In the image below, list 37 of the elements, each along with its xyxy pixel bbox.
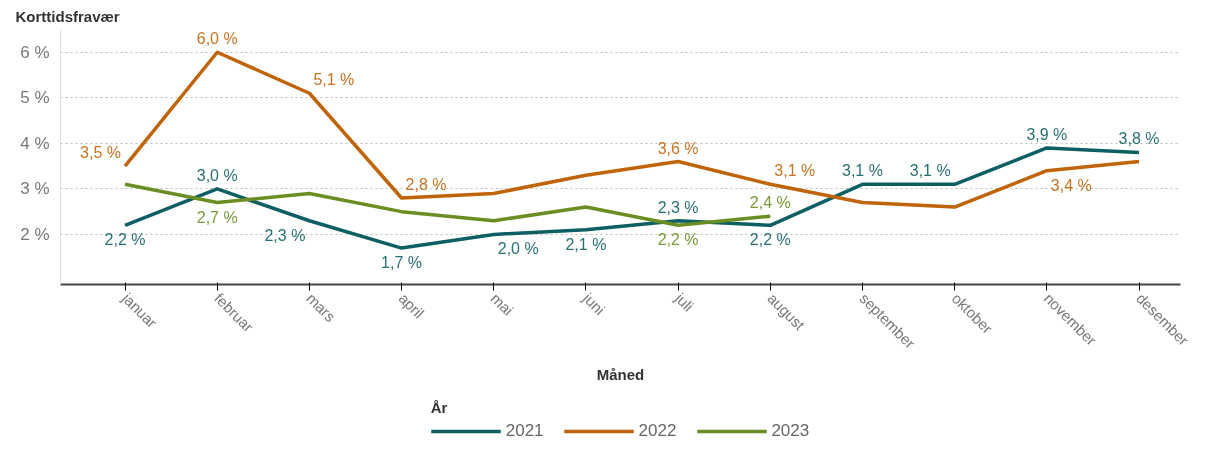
y-tick-label: 5 % <box>20 88 50 108</box>
y-tick-label: 2 % <box>20 224 50 244</box>
data-label: 2,0 % <box>497 240 539 258</box>
legend-label: 2021 <box>505 421 544 441</box>
data-label: 2,2 % <box>104 231 146 249</box>
data-label: 3,1 % <box>842 162 883 180</box>
data-label: 2,7 % <box>196 208 238 226</box>
legend-title: År <box>430 399 449 416</box>
data-label: 5,1 % <box>313 71 355 89</box>
data-label: 3,1 % <box>774 162 816 180</box>
legend-label: 2022 <box>638 421 677 441</box>
legend-label: 2023 <box>771 421 810 441</box>
data-label: 2,8 % <box>405 175 447 193</box>
data-label: 3,0 % <box>196 166 238 184</box>
x-tick-label: juli <box>671 288 698 315</box>
data-label: 1,7 % <box>381 254 423 272</box>
y-tick-label: 6 % <box>20 42 50 62</box>
data-label: 3,4 % <box>1050 176 1092 194</box>
x-axis-title: Måned <box>596 365 645 383</box>
x-tick-label: juni <box>579 288 609 319</box>
y-axis-title: Korttidsfravær <box>15 7 120 25</box>
data-label: 3,9 % <box>1026 125 1068 143</box>
data-label: 3,6 % <box>657 139 699 157</box>
data-label: 2,2 % <box>749 231 791 249</box>
data-label: 2,4 % <box>749 194 791 212</box>
data-label: 3,5 % <box>80 144 122 162</box>
data-label: 6,0 % <box>196 30 238 48</box>
x-tick-label: april <box>395 289 428 322</box>
data-label: 3,8 % <box>1118 130 1160 148</box>
y-tick-label: 4 % <box>20 133 50 153</box>
data-label: 2,2 % <box>657 231 699 249</box>
data-label: 3,1 % <box>909 162 951 180</box>
data-label: 2,3 % <box>657 198 699 216</box>
data-label: 2,3 % <box>264 226 306 244</box>
x-tick-label: mai <box>487 289 517 319</box>
y-tick-label: 3 % <box>20 179 50 199</box>
data-label: 2,1 % <box>565 235 607 253</box>
